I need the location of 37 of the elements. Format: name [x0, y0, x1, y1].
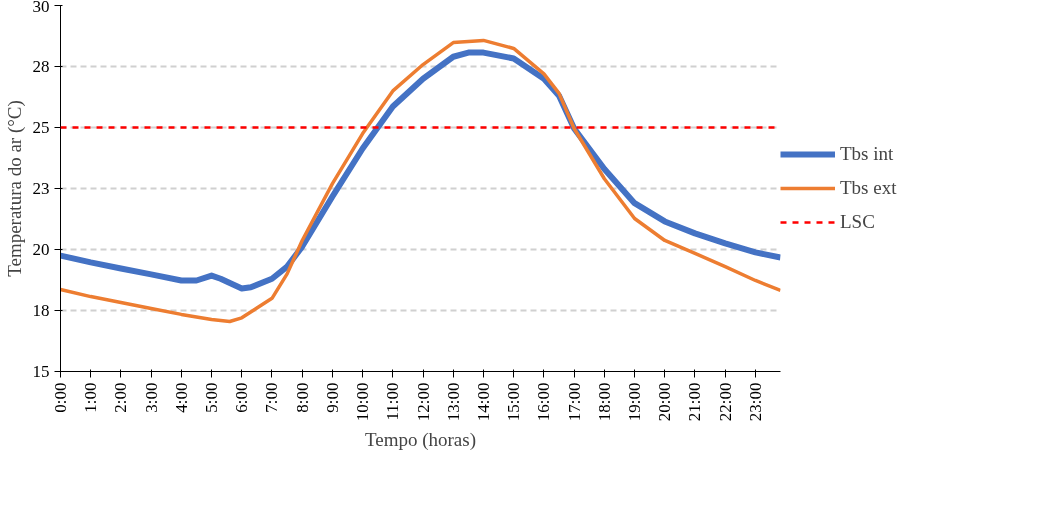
x-tick-label: 9:00 — [322, 382, 342, 413]
x-tick-label: 21:00 — [685, 382, 705, 422]
x-tick-label: 12:00 — [413, 382, 433, 422]
x-tick-label: 13:00 — [443, 382, 463, 422]
x-tick-label: 8:00 — [292, 382, 312, 413]
y-tick-label: 25 — [32, 118, 50, 137]
y-tick-label: 18 — [32, 301, 50, 320]
x-tick-label: 22:00 — [715, 382, 735, 422]
y-tick-label: 15 — [32, 362, 50, 381]
x-tick-label: 20:00 — [655, 382, 675, 422]
legend-label: Tbs ext — [840, 177, 897, 199]
x-tick-label: 16:00 — [534, 382, 554, 422]
legend-label: LSC — [840, 211, 875, 233]
x-tick-label: 3:00 — [141, 382, 161, 413]
y-tick-label: 30 — [32, 0, 50, 16]
x-tick-label: 4:00 — [171, 382, 191, 413]
y-axis-title: Temperatura do ar (°C) — [3, 100, 26, 277]
x-tick-label: 5:00 — [202, 382, 222, 413]
y-tick-label: 23 — [32, 179, 50, 198]
x-tick-label: 1:00 — [81, 382, 101, 413]
line-series — [60, 38, 781, 324]
x-tick-label: 0:00 — [51, 382, 70, 413]
x-tick-label: 11:00 — [383, 382, 403, 421]
y-tick-label: 20 — [32, 240, 50, 259]
x-axis-title: Tempo (horas) — [364, 429, 477, 452]
y-tick-label: 28 — [32, 57, 50, 76]
x-tick-label: 2:00 — [111, 382, 131, 413]
x-tick-label: 19:00 — [625, 382, 645, 422]
x-tick-label: 14:00 — [474, 382, 493, 422]
x-tick-label: 18:00 — [594, 382, 614, 422]
x-tick-label: 15:00 — [504, 382, 524, 422]
x-tick-label: 6:00 — [232, 382, 252, 413]
x-tick-label: 10:00 — [353, 382, 373, 422]
legend-label: Tbs int — [840, 143, 894, 165]
x-tick-label: 23:00 — [745, 382, 765, 422]
x-tick-label: 7:00 — [262, 382, 282, 413]
x-tick-label: 17:00 — [564, 382, 584, 422]
